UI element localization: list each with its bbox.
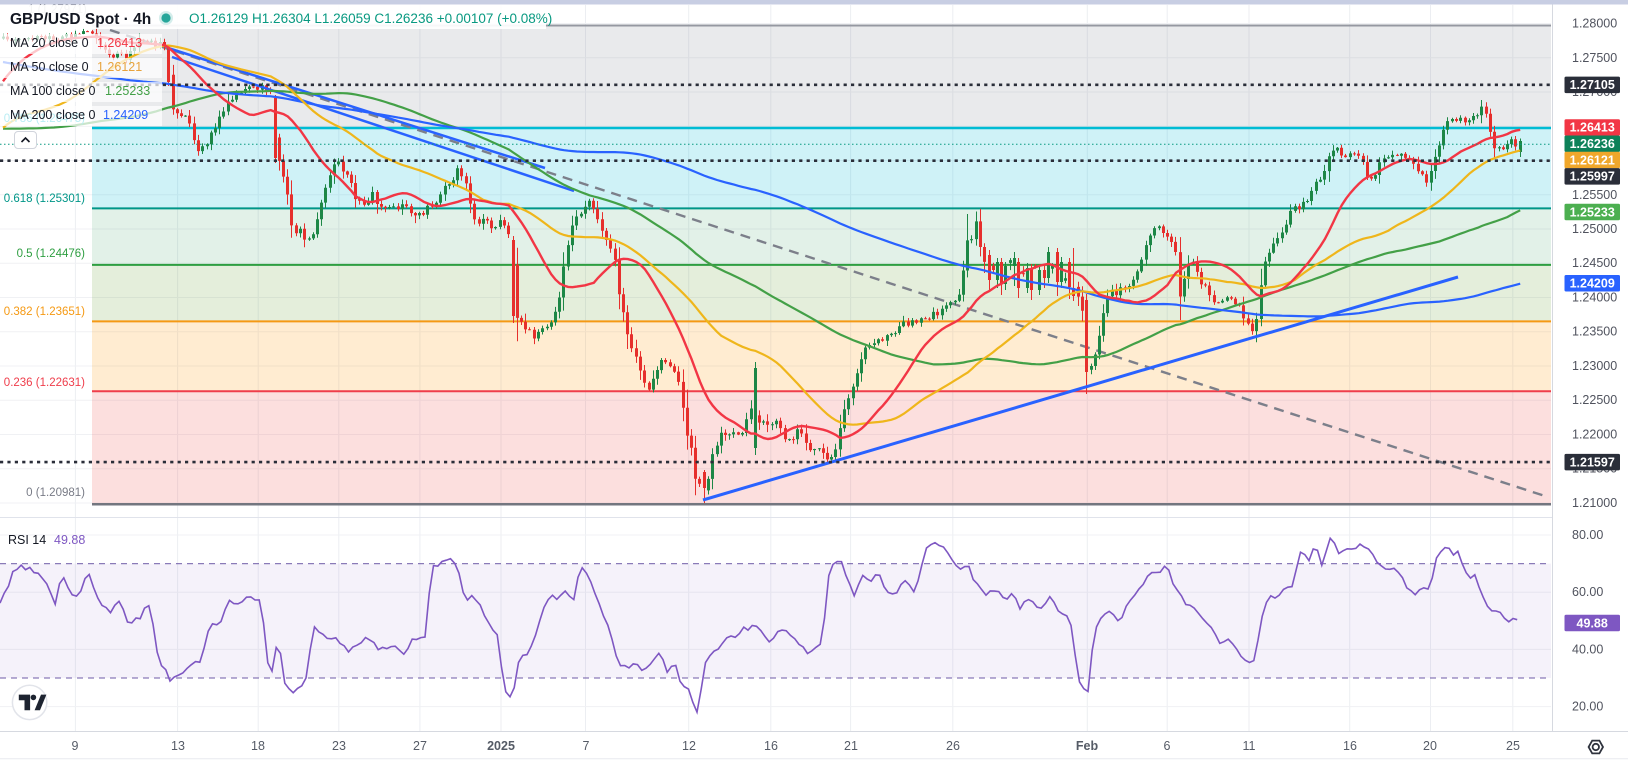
svg-text:1.23500: 1.23500 <box>1572 325 1617 339</box>
svg-text:25: 25 <box>1506 739 1520 753</box>
svg-text:0 (1.20981): 0 (1.20981) <box>26 487 85 499</box>
svg-text:1.24000: 1.24000 <box>1572 291 1617 305</box>
svg-text:Feb: Feb <box>1076 739 1099 753</box>
svg-text:1.26236: 1.26236 <box>1570 137 1615 151</box>
svg-text:13: 13 <box>171 739 185 753</box>
svg-text:RSI 14: RSI 14 <box>8 533 46 547</box>
svg-text:1.28000: 1.28000 <box>1572 17 1617 31</box>
svg-text:12: 12 <box>682 739 696 753</box>
svg-text:9: 9 <box>72 739 79 753</box>
svg-text:1.26413: 1.26413 <box>97 36 142 50</box>
svg-text:0.5 (1.24476): 0.5 (1.24476) <box>17 248 86 260</box>
svg-text:16: 16 <box>764 739 778 753</box>
svg-text:2025: 2025 <box>487 739 515 753</box>
svg-text:1.25233: 1.25233 <box>105 84 150 98</box>
svg-text:1.25500: 1.25500 <box>1572 188 1617 202</box>
svg-text:16: 16 <box>1343 739 1357 753</box>
svg-text:GBP/USD Spot · 4h: GBP/USD Spot · 4h <box>10 11 151 28</box>
svg-text:1.21000: 1.21000 <box>1572 496 1617 510</box>
svg-text:40.00: 40.00 <box>1572 642 1603 656</box>
svg-text:18: 18 <box>251 739 265 753</box>
svg-text:1.27500: 1.27500 <box>1572 51 1617 65</box>
svg-text:1.24209: 1.24209 <box>103 108 148 122</box>
svg-text:80.00: 80.00 <box>1572 528 1603 542</box>
svg-text:1.21597: 1.21597 <box>1570 455 1615 469</box>
svg-text:21: 21 <box>844 739 858 753</box>
svg-text:6: 6 <box>1164 739 1171 753</box>
svg-text:23: 23 <box>332 739 346 753</box>
svg-text:1.25000: 1.25000 <box>1572 222 1617 236</box>
svg-text:MA 50 close 0: MA 50 close 0 <box>10 60 89 74</box>
svg-text:1.26121: 1.26121 <box>97 60 142 74</box>
svg-text:1.27105: 1.27105 <box>1570 78 1615 92</box>
svg-text:1.25997: 1.25997 <box>1570 170 1615 184</box>
svg-text:0.382 (1.23651): 0.382 (1.23651) <box>4 306 85 318</box>
svg-text:27: 27 <box>413 739 427 753</box>
svg-text:49.88: 49.88 <box>1577 616 1608 630</box>
svg-text:1.26413: 1.26413 <box>1570 121 1615 135</box>
svg-text:MA 20 close 0: MA 20 close 0 <box>10 36 89 50</box>
svg-text:MA 200 close 0: MA 200 close 0 <box>10 108 96 122</box>
svg-text:49.88: 49.88 <box>54 533 85 547</box>
svg-text:1.26121: 1.26121 <box>1570 153 1615 167</box>
svg-text:1.25233: 1.25233 <box>1570 205 1615 219</box>
svg-text:60.00: 60.00 <box>1572 585 1603 599</box>
svg-text:1.23000: 1.23000 <box>1572 359 1617 373</box>
svg-text:26: 26 <box>946 739 960 753</box>
svg-text:7: 7 <box>583 739 590 753</box>
svg-text:O1.26129 H1.26304 L1.26059 C1.: O1.26129 H1.26304 L1.26059 C1.26236 +0.0… <box>189 11 552 26</box>
svg-text:20: 20 <box>1423 739 1437 753</box>
svg-text:1.22500: 1.22500 <box>1572 393 1617 407</box>
svg-text:MA 100 close 0: MA 100 close 0 <box>10 84 96 98</box>
svg-text:1.24500: 1.24500 <box>1572 256 1617 270</box>
svg-text:1.24209: 1.24209 <box>1570 277 1615 291</box>
svg-text:20.00: 20.00 <box>1572 700 1603 714</box>
svg-text:0.618 (1.25301): 0.618 (1.25301) <box>4 193 85 205</box>
svg-text:0.236 (1.22631): 0.236 (1.22631) <box>4 377 85 389</box>
svg-text:1.22000: 1.22000 <box>1572 428 1617 442</box>
svg-text:11: 11 <box>1243 739 1256 753</box>
